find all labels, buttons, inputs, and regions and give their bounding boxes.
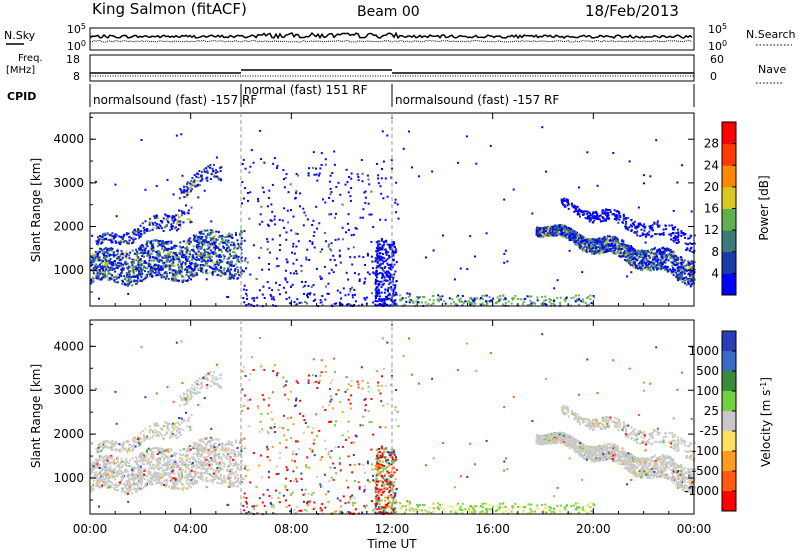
power-colorbar: 28 24 20 16 12 8 4 xyxy=(704,121,737,296)
colorbar-tick: 1000 xyxy=(688,344,719,358)
x-tick-label: 00:00 xyxy=(677,522,712,536)
nsearch-tick-bottom: 100 xyxy=(708,39,727,53)
colorbar-tick: -500 xyxy=(692,464,719,478)
power-ylabel: Slant Range [km] xyxy=(29,158,43,262)
power-scatter xyxy=(90,126,696,308)
colorbar-tick: 8 xyxy=(711,245,719,259)
beam-title: Beam 00 xyxy=(357,4,420,20)
colorbar-tick: -1000 xyxy=(684,484,719,498)
y-tick-label: 1000 xyxy=(53,263,84,277)
nsearch-tick-top: 105 xyxy=(708,22,727,36)
colorbar-tick: 24 xyxy=(704,158,719,172)
cpid-label: CPID xyxy=(7,90,36,103)
colorbar-tick: 100 xyxy=(696,384,719,398)
y-tick-label: 3000 xyxy=(53,176,84,190)
y-tick-label: 2000 xyxy=(53,220,84,234)
station-title: King Salmon (fitACF) xyxy=(92,0,247,18)
nsky-tick-top: 105 xyxy=(67,22,86,36)
nsky-strip: N.Sky 105 100 105 100 N.Search xyxy=(4,22,796,53)
y-tick-label: 4000 xyxy=(53,132,84,146)
power-colorbar-label: Power [dB] xyxy=(757,175,771,240)
freq-strip: Freq. [MHz] 18 8 60 0 Nave xyxy=(6,53,786,84)
colorbar-tick: 4 xyxy=(711,266,719,280)
freq-tick-bottom: 8 xyxy=(73,70,80,83)
freq-tick-top: 18 xyxy=(66,53,80,66)
x-tick-label: 00:00 xyxy=(73,522,108,536)
x-tick-label: 20:00 xyxy=(576,522,611,536)
freq-unit: [MHz] xyxy=(6,65,35,76)
velocity-colorbar-label: Velocity [m s-1] xyxy=(759,377,773,467)
colorbar-tick: 25 xyxy=(704,404,719,418)
nsearch-line xyxy=(89,39,693,43)
date-title: 18/Feb/2013 xyxy=(585,2,679,20)
colorbar-tick: 20 xyxy=(704,180,719,194)
cpid-segment-label: normal (fast) 151 RF xyxy=(244,83,368,97)
x-tick-label: 16:00 xyxy=(475,522,510,536)
cpid-segment-label: normalsound (fast) -157 RF xyxy=(395,93,559,107)
x-tick-label: 08:00 xyxy=(274,522,309,536)
nave-label: Nave xyxy=(758,63,786,76)
nave-tick-bottom: 0 xyxy=(710,70,717,83)
power-panel: 1000 2000 3000 4000 Slant Range [km] xyxy=(29,112,696,308)
time-axis-label: Time UT xyxy=(366,537,417,551)
velocity-scatter xyxy=(90,333,696,516)
colorbar-tick: -25 xyxy=(699,424,719,438)
y-tick-label: 2000 xyxy=(53,427,84,441)
freq-line xyxy=(90,69,694,74)
nsky-line xyxy=(89,31,693,40)
velocity-panel: 1000 2000 3000 4000 00:00 04:00 08:00 12:00 16:0… xyxy=(29,319,711,551)
colorbar-tick: 500 xyxy=(696,364,719,378)
nave-tick-top: 60 xyxy=(710,53,724,66)
nsky-label: N.Sky xyxy=(4,29,36,42)
x-tick-label: 04:00 xyxy=(173,522,208,536)
colorbar-tick: 12 xyxy=(704,223,719,237)
y-tick-label: 3000 xyxy=(53,383,84,397)
x-tick-label: 12:00 xyxy=(375,522,410,536)
nsearch-label: N.Search xyxy=(746,28,796,41)
colorbar-tick: 16 xyxy=(704,202,719,216)
power-axes: 1000 2000 3000 4000 xyxy=(53,113,695,306)
freq-label: Freq. xyxy=(18,53,43,64)
nsky-tick-bottom: 100 xyxy=(67,39,86,53)
cpid-segment-label: normalsound (fast) -157 RF xyxy=(93,93,257,107)
colorbar-tick: 28 xyxy=(704,137,719,151)
velocity-axes: 1000 2000 3000 4000 00:00 04:00 08:00 12:00 16:0… xyxy=(53,320,711,536)
y-tick-label: 1000 xyxy=(53,471,84,485)
velocity-colorbar: 1000 500 100 25 -25 -100 -500 -1000 xyxy=(684,330,737,512)
velocity-ylabel: Slant Range [km] xyxy=(29,364,43,468)
y-tick-label: 4000 xyxy=(53,339,84,353)
colorbar-tick: -100 xyxy=(692,444,719,458)
